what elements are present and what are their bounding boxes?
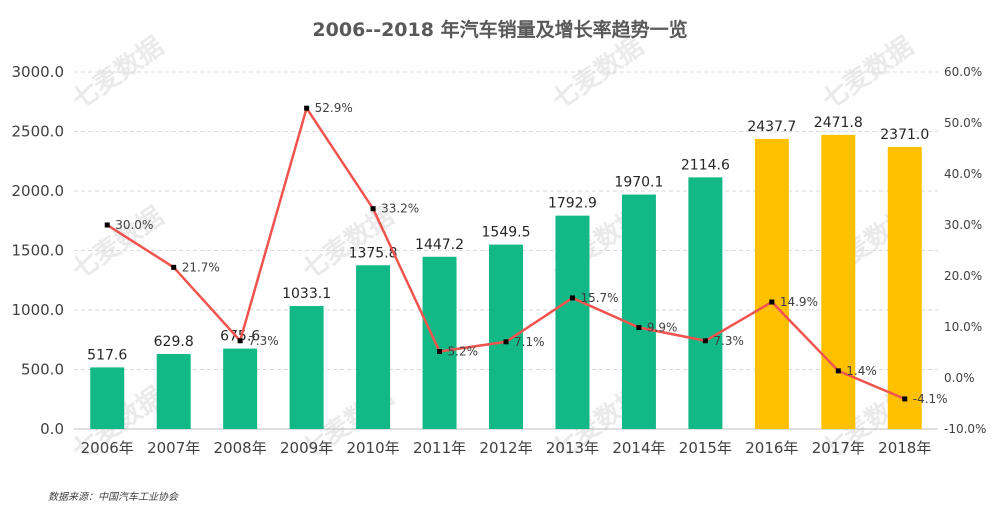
growth-value-label: 7.1% <box>514 335 545 349</box>
growth-value-label: 21.7% <box>182 260 220 274</box>
left-tick-label: 1000.0 <box>12 301 65 319</box>
bar-value-label: 2437.7 <box>747 119 796 135</box>
growth-value-label: 5.2% <box>448 344 479 358</box>
watermark-text: 七麦数据 <box>547 31 649 115</box>
growth-value-label: 33.2% <box>381 202 419 216</box>
right-tick-label: 60.0% <box>944 65 982 79</box>
x-tick-label: 2006年 <box>81 439 134 457</box>
x-tick-label: 2016年 <box>745 439 798 457</box>
growth-value-label: -4.1% <box>913 392 948 406</box>
bar <box>356 265 391 429</box>
bar <box>555 215 590 429</box>
x-tick-label: 2008年 <box>214 439 267 457</box>
bar-value-label: 1033.1 <box>282 286 331 302</box>
left-axis-ticks: 0.0 500.0 1000.0 1500.0 2000.0 2500.0 3000.0 <box>12 63 65 438</box>
bar <box>422 256 457 429</box>
watermark-text: 七麦数据 <box>817 31 919 115</box>
bar-value-label: 1549.5 <box>482 225 531 241</box>
left-tick-label: 3000.0 <box>12 63 65 81</box>
x-tick-label: 2010年 <box>346 439 399 457</box>
right-tick-label: -10.0% <box>944 422 986 436</box>
bar <box>489 244 523 429</box>
bar-value-label: 517.6 <box>87 347 127 363</box>
growth-point <box>835 368 841 374</box>
left-tick-label: 0.0 <box>40 420 64 438</box>
bar <box>156 354 191 429</box>
bar-value-label: 629.8 <box>154 334 194 350</box>
growth-point <box>636 325 642 331</box>
left-tick-label: 2500.0 <box>12 123 65 141</box>
x-tick-label: 2012年 <box>479 439 532 457</box>
right-axis-ticks: -10.0% 0.0% 10.0% 20.0% 30.0% 40.0% 50.0% 60.0% <box>944 65 986 436</box>
bar-value-label: 1375.8 <box>349 245 398 261</box>
watermark-text: 七麦数据 <box>67 201 169 285</box>
growth-point <box>702 338 708 344</box>
bar <box>90 367 125 429</box>
x-tick-label: 2015年 <box>679 439 732 457</box>
left-tick-label: 2000.0 <box>12 182 65 200</box>
right-tick-label: 40.0% <box>944 167 982 181</box>
growth-value-label: 14.9% <box>780 295 818 309</box>
bar-value-label: 1970.1 <box>614 175 663 191</box>
right-tick-label: 10.0% <box>944 320 982 334</box>
right-tick-label: 50.0% <box>944 116 982 130</box>
x-tick-label: 2017年 <box>812 439 865 457</box>
bar-value-label: 1447.2 <box>415 237 464 253</box>
chart-title: 2006--2018 年汽车销量及增长率趋势一览 <box>312 18 687 41</box>
x-tick-label: 2018年 <box>878 439 931 457</box>
data-source-note: 数据来源：中国汽车工业协会 <box>48 492 178 503</box>
growth-point <box>902 396 908 402</box>
right-tick-label: 30.0% <box>944 218 982 232</box>
growth-point <box>237 338 243 344</box>
growth-point <box>437 348 443 354</box>
left-tick-label: 500.0 <box>21 361 64 379</box>
x-tick-label: 2007年 <box>147 439 200 457</box>
right-tick-label: 20.0% <box>944 269 982 283</box>
bar <box>223 348 258 429</box>
growth-point <box>569 295 575 301</box>
growth-point <box>769 299 775 305</box>
growth-value-label: 7.3% <box>713 334 744 348</box>
bar-value-label: 1792.9 <box>548 196 597 212</box>
bar <box>621 194 656 429</box>
growth-value-label: 15.7% <box>580 291 618 305</box>
bar <box>754 138 789 429</box>
bar-value-label: 2371.0 <box>880 127 929 143</box>
bar <box>887 146 922 429</box>
growth-point <box>104 222 110 228</box>
growth-value-label: 9.9% <box>647 321 678 335</box>
growth-value-label: 1.4% <box>846 364 877 378</box>
watermark-text: 七麦数据 <box>67 31 169 115</box>
growth-point <box>304 105 310 111</box>
bar <box>688 177 723 429</box>
x-tick-label: 2011年 <box>413 439 466 457</box>
growth-value-label: 52.9% <box>315 101 353 115</box>
right-tick-label: 0.0% <box>944 371 975 385</box>
growth-point <box>171 264 177 270</box>
x-tick-label: 2014年 <box>612 439 665 457</box>
growth-line-series: 30.0% 21.7% 7.3% 52.9% 33.2% 5.2% 7.1% 15.7% 9.9… <box>104 101 948 406</box>
bar <box>821 134 856 429</box>
left-tick-label: 1500.0 <box>12 242 65 260</box>
growth-point <box>370 206 376 212</box>
bar-value-label: 2471.8 <box>814 115 863 131</box>
growth-value-label: 30.0% <box>115 218 153 232</box>
x-axis-ticks: 2006年 2007年 2008年 2009年 2010年 2011年 2012年 2013年… <box>81 439 932 457</box>
bar <box>289 306 324 429</box>
x-tick-label: 2009年 <box>280 439 333 457</box>
growth-value-label: 7.3% <box>248 334 279 348</box>
growth-point <box>503 339 509 345</box>
x-tick-label: 2013年 <box>546 439 599 457</box>
bar-value-label: 2114.6 <box>681 157 730 173</box>
